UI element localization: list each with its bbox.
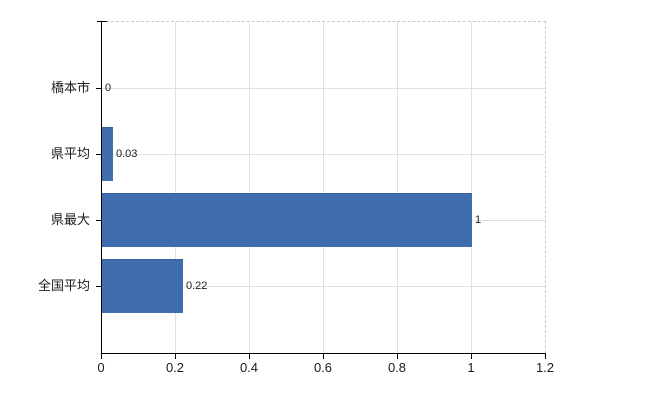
gridline-vertical [397, 22, 398, 353]
x-axis-tick [471, 354, 472, 359]
gridline-horizontal [102, 154, 545, 155]
value-label: 1 [475, 214, 482, 226]
x-axis-tick [175, 354, 176, 359]
x-tick-label: 1.2 [535, 360, 555, 375]
x-tick-label: 0.6 [313, 360, 333, 375]
x-tick-label: 0.8 [387, 360, 407, 375]
y-axis-line [101, 21, 102, 354]
y-axis-top-tick [97, 21, 107, 22]
x-axis-tick [101, 354, 102, 359]
bar [102, 259, 183, 313]
x-tick-label: 0 [97, 360, 105, 375]
gridline-vertical [249, 22, 250, 353]
value-label: 0.03 [116, 148, 138, 160]
value-label: 0 [105, 82, 112, 94]
gridline-horizontal [102, 286, 545, 287]
category-label: 全国平均 [37, 278, 90, 293]
category-label: 橋本市 [50, 80, 90, 95]
gridline-vertical [323, 22, 324, 353]
x-tick-label: 0.2 [165, 360, 185, 375]
x-axis-tick [249, 354, 250, 359]
category-label: 県平均 [50, 146, 90, 161]
gridline-vertical [175, 22, 176, 353]
y-axis-tick [96, 286, 101, 287]
bar [102, 127, 113, 181]
plot-border-right [545, 21, 546, 353]
y-axis-tick [96, 154, 101, 155]
gridline-horizontal [102, 88, 545, 89]
x-axis-tick [545, 354, 546, 359]
bar [102, 193, 472, 247]
category-label: 県最大 [50, 212, 90, 227]
x-axis-tick [323, 354, 324, 359]
x-axis-tick [397, 354, 398, 359]
y-axis-tick [96, 220, 101, 221]
y-axis-tick [96, 88, 101, 89]
x-tick-label: 1 [467, 360, 475, 375]
x-tick-label: 0.4 [239, 360, 259, 375]
plot-border-top [101, 21, 546, 22]
x-axis-line [101, 353, 546, 354]
value-label: 0.22 [186, 280, 208, 292]
gridline-vertical [471, 22, 472, 353]
